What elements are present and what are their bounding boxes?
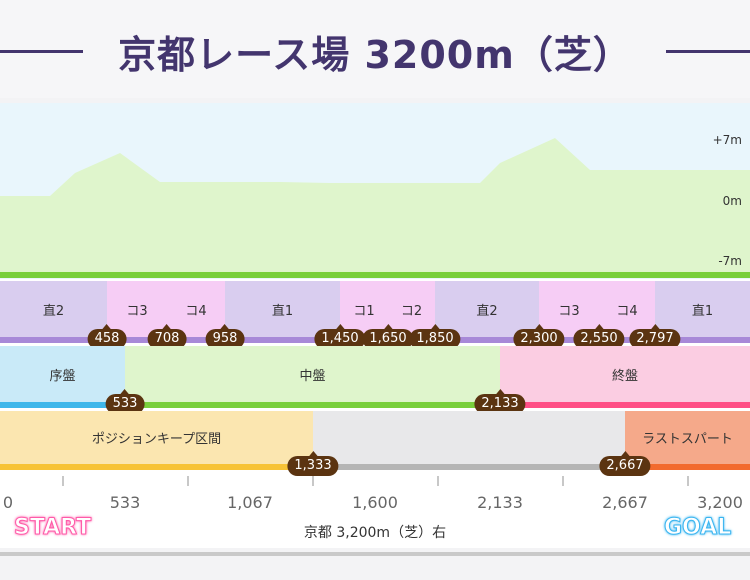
ruler-tick [187,476,189,486]
zone-marker: 2,667 [599,451,651,476]
title-line-left [0,50,83,53]
segment-marker: 1,650 [362,324,414,349]
segment-marker: 2,550 [573,324,625,349]
phase-middle: 中盤 [125,346,500,402]
segment-straight: 直1 [225,281,340,337]
segment-marker: 708 [147,324,187,349]
segment-marker: 1,450 [314,324,366,349]
phase-bar-late [500,402,750,408]
segment-corner: コ4 [599,281,655,337]
scale-label: 2,667 [602,493,648,512]
segment-straight: 直1 [655,281,750,337]
phase-marker: 533 [105,389,145,414]
zone-position-keep: ポジションキープ区間 [0,411,313,464]
zone-neutral [313,411,625,464]
elevation-label-high: +7m [712,133,742,147]
phase-row: 序盤 中盤 終盤 [0,346,750,402]
zone-bar-position-keep [0,464,313,470]
phase-early: 序盤 [0,346,125,402]
phase-marker: 2,133 [474,389,526,414]
ruler-tick [312,476,314,486]
segment-corner: コ3 [107,281,167,337]
phase-bar-early [0,402,125,408]
segment-marker: 958 [205,324,245,349]
elevation-label-low: -7m [718,254,742,268]
elevation-area [0,138,750,273]
ruler-tick [437,476,439,486]
segment-corner: コ3 [539,281,599,337]
segment-marker: 2,797 [629,324,681,349]
elevation-chart [0,103,750,279]
ruler-tick [687,476,689,486]
scale-label: 3,200 [697,493,743,512]
start-label: START [13,515,92,541]
title-line-right [666,50,750,53]
zone-bar-neutral [313,464,625,470]
bottom-divider [0,552,750,556]
segment-row: 直2 コ3 コ4 直1 コ1 コ2 直2 コ3 コ4 直1 [0,281,750,337]
segment-corner: コ4 [167,281,225,337]
segment-corner: コ2 [388,281,435,337]
segment-straight: 直2 [435,281,539,337]
elevation-label-zero: 0m [722,194,742,208]
ruler-tick [562,476,564,486]
segment-corner: コ1 [340,281,388,337]
elevation-baseline [0,272,750,278]
segment-straight: 直2 [0,281,107,337]
zone-bar-last-spurt [625,464,750,470]
scale-label: 533 [109,493,141,512]
segment-marker: 1,850 [409,324,461,349]
scale-label: 2,133 [477,493,523,512]
segment-marker: 458 [87,324,127,349]
scale-label: 1,067 [227,493,273,512]
segment-marker: 2,300 [513,324,565,349]
zone-marker: 1,333 [287,451,339,476]
ruler-tick [62,476,64,486]
zone-row: ポジションキープ区間 ラストスパート [0,411,750,464]
scale-label: 1,600 [352,493,398,512]
zone-last-spurt: ラストスパート [625,411,750,464]
page-title: 京都レース場 3200m（芝） [118,33,632,77]
goal-label: GOAL [663,515,732,541]
course-note: 京都 3,200m（芝）右 [303,525,447,541]
title-bar [0,0,750,98]
phase-late: 終盤 [500,346,750,402]
scale-label: 0 [2,493,14,512]
phase-bar-middle [125,402,500,408]
